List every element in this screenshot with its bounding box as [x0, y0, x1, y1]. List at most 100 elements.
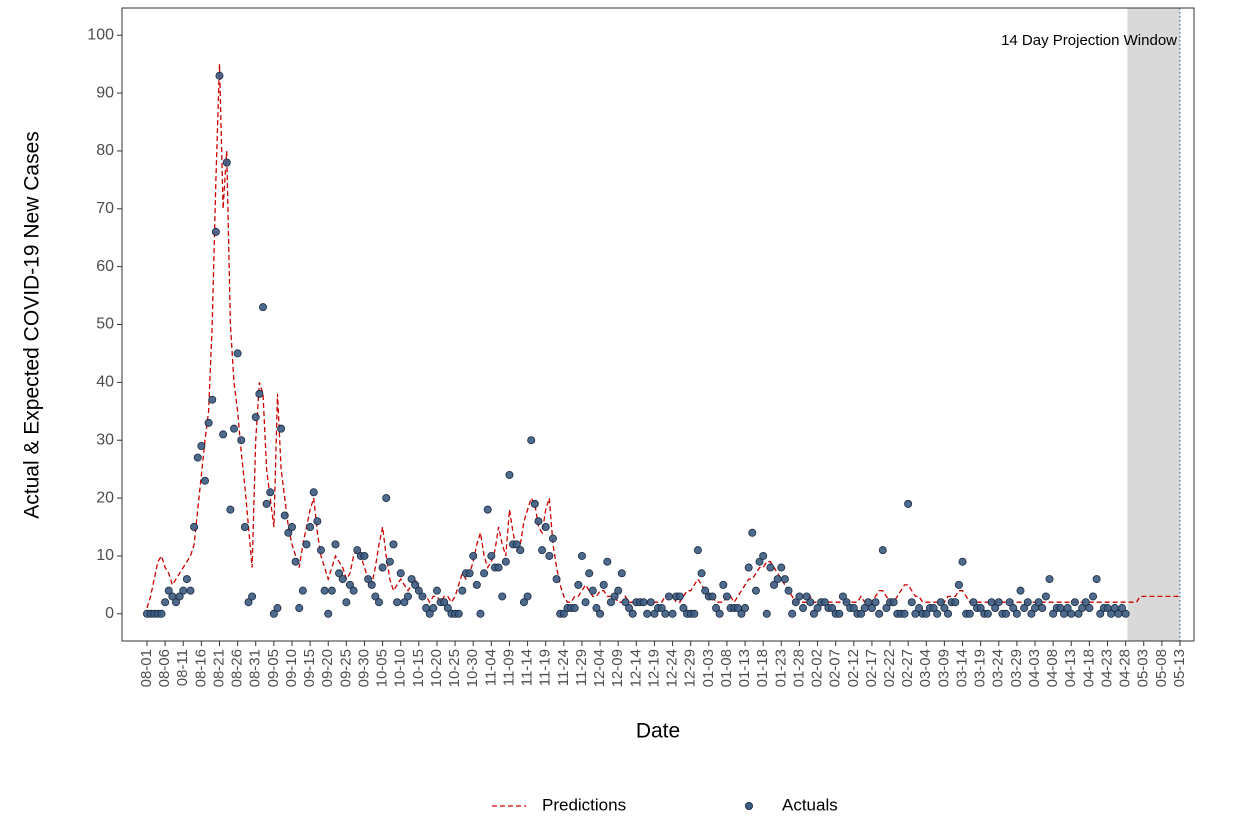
- actual-point: [744, 563, 753, 572]
- actual-point: [1089, 592, 1098, 601]
- actual-point: [287, 523, 296, 532]
- actual-point: [907, 598, 916, 607]
- x-tick-label: 10-25: [446, 649, 463, 687]
- actual-point: [668, 609, 677, 618]
- actual-point: [182, 575, 191, 584]
- y-tick-label: 10: [96, 547, 114, 564]
- actual-point: [1034, 598, 1043, 607]
- actual-point: [951, 598, 960, 607]
- actual-point: [1009, 604, 1018, 613]
- actual-point: [766, 563, 775, 572]
- actual-point: [161, 598, 170, 607]
- x-tick-label: 05-13: [1171, 649, 1188, 687]
- actual-point: [443, 604, 452, 613]
- actual-point: [382, 494, 391, 503]
- actual-point: [1118, 604, 1127, 613]
- x-tick-label: 03-04: [917, 649, 934, 687]
- actual-point: [777, 563, 786, 572]
- actual-point: [922, 609, 931, 618]
- actual-point: [828, 604, 837, 613]
- actual-point: [737, 609, 746, 618]
- actual-point: [371, 592, 380, 601]
- actual-point: [411, 580, 420, 589]
- actual-point: [248, 592, 257, 601]
- actual-point: [1067, 609, 1076, 618]
- actual-point: [277, 424, 286, 433]
- actual-point: [335, 569, 344, 578]
- actual-point: [157, 609, 166, 618]
- actual-point: [788, 609, 797, 618]
- x-tick-label: 08-26: [229, 649, 246, 687]
- x-tick-label: 02-22: [881, 649, 898, 687]
- actual-point: [857, 609, 866, 618]
- actual-point: [512, 540, 521, 549]
- actual-point: [741, 604, 750, 613]
- actual-point: [505, 470, 514, 479]
- x-tick-label: 10-30: [464, 649, 481, 687]
- actual-point: [1005, 598, 1014, 607]
- actual-point: [770, 580, 779, 589]
- x-tick-label: 08-06: [156, 649, 173, 687]
- y-tick-label: 40: [96, 374, 114, 391]
- actual-point: [324, 609, 333, 618]
- actual-point: [1041, 592, 1050, 601]
- actual-point: [171, 598, 180, 607]
- actual-point: [603, 557, 612, 566]
- x-tick-label: 08-01: [138, 649, 155, 687]
- actual-point: [501, 557, 510, 566]
- actual-point: [516, 546, 525, 555]
- x-tick-label: 01-03: [700, 649, 717, 687]
- x-tick-label: 09-20: [319, 649, 336, 687]
- actual-point: [280, 511, 289, 520]
- actual-point: [440, 598, 449, 607]
- actual-point: [835, 609, 844, 618]
- x-tick-label: 04-13: [1062, 649, 1079, 687]
- actual-point: [628, 609, 637, 618]
- x-tick-label: 11-09: [500, 649, 517, 686]
- actual-point: [262, 499, 271, 508]
- y-tick-label: 60: [96, 258, 114, 275]
- actual-point: [240, 523, 249, 532]
- actual-point: [882, 604, 891, 613]
- x-tick-label: 11-19: [537, 649, 554, 686]
- actual-point: [712, 604, 721, 613]
- actual-point: [164, 586, 173, 595]
- actual-point: [719, 580, 728, 589]
- actual-point: [342, 598, 351, 607]
- actual-point: [208, 395, 217, 404]
- panel-border: [121, 7, 1195, 642]
- legend-label: Predictions: [542, 795, 626, 814]
- actual-point: [1020, 604, 1029, 613]
- actual-point: [364, 575, 373, 584]
- actual-point: [469, 551, 478, 560]
- actual-point: [802, 592, 811, 601]
- actual-point: [799, 604, 808, 613]
- actual-point: [302, 540, 311, 549]
- actual-point: [454, 609, 463, 618]
- actual-point: [900, 609, 909, 618]
- actual-point: [697, 569, 706, 578]
- actual-point: [400, 598, 409, 607]
- actual-point: [258, 303, 267, 312]
- actual-point: [494, 563, 503, 572]
- actual-point: [577, 551, 586, 560]
- actual-point: [614, 586, 623, 595]
- actual-point: [585, 569, 594, 578]
- actual-point: [1027, 609, 1036, 618]
- actual-point: [559, 609, 568, 618]
- actual-point: [545, 551, 554, 560]
- actual-point: [458, 586, 467, 595]
- actual-point: [954, 580, 963, 589]
- actual-point: [976, 604, 985, 613]
- x-tick-label: 09-15: [301, 649, 318, 687]
- actual-point: [190, 523, 199, 532]
- actual-point: [309, 488, 318, 497]
- actual-point: [889, 598, 898, 607]
- actual-point: [639, 598, 648, 607]
- annotation: 14 Day Projection Window: [1001, 32, 1177, 49]
- actual-point: [407, 575, 416, 584]
- x-tick-label: 08-21: [210, 649, 227, 687]
- actual-point: [965, 609, 974, 618]
- actual-point: [1063, 604, 1072, 613]
